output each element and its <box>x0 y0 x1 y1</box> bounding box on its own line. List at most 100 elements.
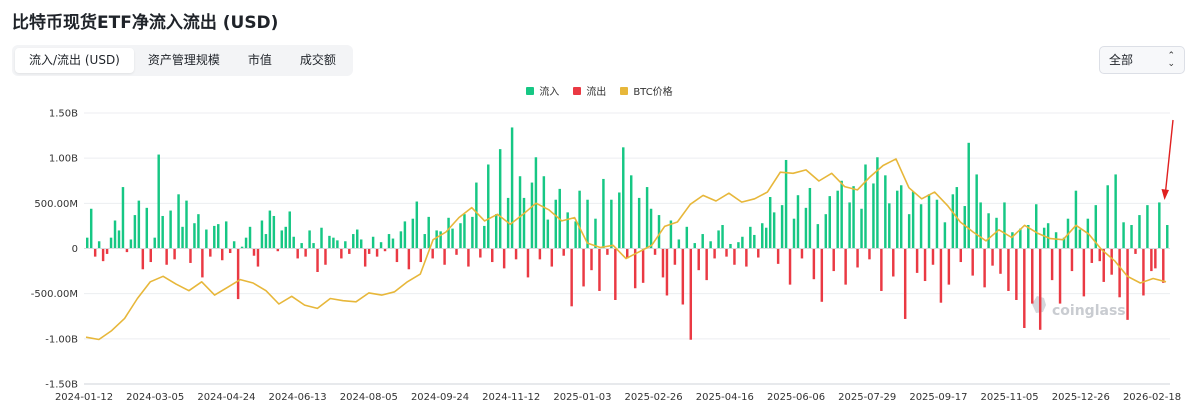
legend-item-inflow[interactable]: 流入 <box>526 83 559 98</box>
inflow-bar[interactable] <box>86 237 89 249</box>
outflow-bar[interactable] <box>1134 248 1137 254</box>
outflow-bar[interactable] <box>903 248 907 319</box>
outflow-bar[interactable] <box>1110 248 1113 275</box>
inflow-bar[interactable] <box>967 142 970 249</box>
outflow-bar[interactable] <box>1038 248 1042 330</box>
inflow-bar[interactable] <box>737 242 740 249</box>
inflow-bar[interactable] <box>1094 205 1098 249</box>
inflow-bar[interactable] <box>1062 237 1066 249</box>
outflow-bar[interactable] <box>538 248 542 260</box>
outflow-bar[interactable] <box>705 248 708 281</box>
outflow-bar[interactable] <box>1058 248 1062 304</box>
outflow-bar[interactable] <box>856 248 859 268</box>
inflow-bar[interactable] <box>761 223 764 249</box>
outflow-bar[interactable] <box>550 248 554 267</box>
outflow-bar[interactable] <box>570 248 573 307</box>
inflow-bar[interactable] <box>97 241 101 249</box>
outflow-bar[interactable] <box>939 248 943 303</box>
inflow-bar[interactable] <box>979 202 982 249</box>
outflow-bar[interactable] <box>915 248 919 273</box>
outflow-bar[interactable] <box>296 248 299 259</box>
outflow-bar[interactable] <box>304 248 307 257</box>
legend-item-btc-price[interactable]: BTC价格 <box>620 83 673 98</box>
inflow-bar[interactable] <box>622 147 625 249</box>
inflow-bar[interactable] <box>1019 228 1022 249</box>
inflow-bar[interactable] <box>649 208 653 249</box>
inflow-bar[interactable] <box>320 227 323 249</box>
inflow-bar[interactable] <box>836 190 839 249</box>
inflow-bar[interactable] <box>371 236 375 249</box>
outflow-bar[interactable] <box>252 248 256 256</box>
inflow-bar[interactable] <box>494 214 498 249</box>
inflow-bar[interactable] <box>554 199 557 249</box>
inflow-bar[interactable] <box>356 229 359 249</box>
inflow-bar[interactable] <box>145 207 149 249</box>
outflow-bar[interactable] <box>467 248 470 267</box>
inflow-bar[interactable] <box>240 246 244 249</box>
inflow-bar[interactable] <box>224 221 228 249</box>
tab-aum[interactable]: 资产管理规模 <box>147 53 220 67</box>
outflow-bar[interactable] <box>983 248 986 288</box>
outflow-bar[interactable] <box>149 248 152 263</box>
outflow-bar[interactable] <box>626 248 629 259</box>
outflow-bar[interactable] <box>340 248 343 259</box>
inflow-bar[interactable] <box>272 215 276 249</box>
outflow-bar[interactable] <box>582 248 585 287</box>
inflow-bar[interactable] <box>399 231 403 249</box>
outflow-bar[interactable] <box>1023 248 1026 328</box>
tab-volume[interactable]: 成交额 <box>299 53 336 67</box>
outflow-bar[interactable] <box>1154 248 1157 269</box>
outflow-bar[interactable] <box>479 248 482 258</box>
inflow-bar[interactable] <box>1027 225 1030 249</box>
outflow-bar[interactable] <box>1126 248 1129 320</box>
outflow-bar[interactable] <box>598 248 601 291</box>
inflow-bar[interactable] <box>1046 223 1050 249</box>
outflow-bar[interactable] <box>681 248 685 305</box>
outflow-bar[interactable] <box>324 248 327 265</box>
inflow-bar[interactable] <box>530 182 534 249</box>
inflow-bar[interactable] <box>487 164 490 249</box>
inflow-bar[interactable] <box>804 207 808 249</box>
inflow-bar[interactable] <box>1074 190 1078 249</box>
inflow-bar[interactable] <box>721 225 724 249</box>
inflow-bar[interactable] <box>510 127 514 249</box>
tab-flow[interactable]: 流入/流出 (USD) <box>15 48 134 73</box>
outflow-bar[interactable] <box>105 248 109 254</box>
outflow-bar[interactable] <box>745 248 748 267</box>
inflow-bar[interactable] <box>927 194 931 249</box>
outflow-bar[interactable] <box>236 248 240 300</box>
outflow-bar[interactable] <box>276 248 280 252</box>
inflow-bar[interactable] <box>899 185 903 249</box>
range-select[interactable]: 全部 ⌃ ⌄ <box>1099 46 1185 74</box>
inflow-bar[interactable] <box>852 186 855 249</box>
outflow-bar[interactable] <box>606 248 609 255</box>
outflow-bar[interactable] <box>832 248 835 272</box>
inflow-bar[interactable] <box>753 234 756 249</box>
inflow-bar[interactable] <box>784 159 788 249</box>
inflow-bar[interactable] <box>439 231 442 249</box>
inflow-bar[interactable] <box>975 174 978 249</box>
outflow-bar[interactable] <box>1098 248 1101 262</box>
outflow-bar[interactable] <box>999 248 1002 274</box>
inflow-bar[interactable] <box>451 228 454 249</box>
outflow-bar[interactable] <box>713 248 716 259</box>
inflow-bar[interactable] <box>248 226 252 249</box>
inflow-bar[interactable] <box>677 239 681 249</box>
inflow-bar[interactable] <box>344 241 347 249</box>
inflow-bar[interactable] <box>300 243 303 249</box>
inflow-bar[interactable] <box>379 242 383 249</box>
inflow-bar[interactable] <box>161 215 164 249</box>
inflow-bar[interactable] <box>796 195 800 249</box>
outflow-bar[interactable] <box>1102 248 1105 282</box>
inflow-bar[interactable] <box>471 216 474 249</box>
outflow-bar[interactable] <box>800 248 804 259</box>
outflow-bar[interactable] <box>141 248 145 270</box>
inflow-bar[interactable] <box>824 214 828 249</box>
outflow-bar[interactable] <box>125 248 129 253</box>
outflow-bar[interactable] <box>1050 248 1054 281</box>
outflow-bar[interactable] <box>514 248 518 260</box>
inflow-bar[interactable] <box>157 154 160 249</box>
inflow-bar[interactable] <box>943 222 947 249</box>
inflow-bar[interactable] <box>1042 227 1046 249</box>
inflow-bar[interactable] <box>391 238 395 249</box>
